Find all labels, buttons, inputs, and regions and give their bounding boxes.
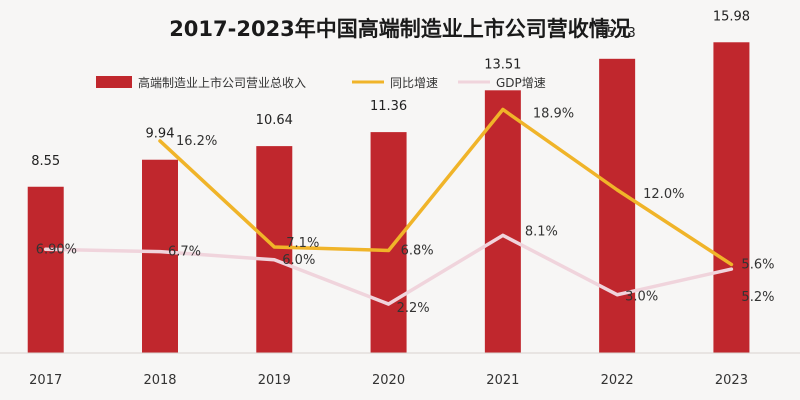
yoy-growth-label: 18.9% — [533, 106, 574, 121]
bar-2020 — [370, 132, 407, 353]
legend: 高端制造业上市公司营业总收入 同比增速 GDP增速 — [96, 75, 546, 90]
gdp-growth-label: 5.2% — [741, 290, 774, 305]
gdp-growth-label: 2.2% — [397, 301, 430, 316]
bar-2022 — [599, 58, 636, 354]
yoy-growth-label: 6.8% — [401, 243, 434, 258]
gdp-growth-label: 8.1% — [525, 224, 558, 239]
gdp-growth-line-point — [729, 267, 733, 271]
bar-2023 — [713, 42, 750, 354]
legend-bar-label: 高端制造业上市公司营业总收入 — [138, 75, 306, 90]
legend-bar-swatch — [96, 76, 132, 88]
bar-value-label: 13.51 — [484, 57, 521, 72]
yoy-growth-label: 16.2% — [176, 134, 217, 149]
gdp-growth-line-point — [158, 250, 162, 254]
gdp-growth-label: 6.0% — [282, 253, 315, 268]
bar-value-label: 9.94 — [146, 127, 175, 142]
bar-value-label: 11.36 — [370, 99, 407, 114]
bar-value-label: 15.13 — [599, 26, 636, 41]
gdp-growth-line-point — [501, 233, 505, 237]
yoy-growth-label: 12.0% — [643, 187, 684, 202]
gdp-growth-line-point — [615, 293, 619, 297]
x-tick-label: 2022 — [601, 373, 634, 388]
x-tick-label: 2017 — [29, 373, 62, 388]
x-tick-label: 2020 — [372, 373, 405, 388]
x-tick-label: 2018 — [143, 373, 176, 388]
yoy-growth-line-point — [729, 262, 733, 266]
bar-2018 — [142, 159, 178, 353]
yoy-growth-line-point — [387, 248, 391, 252]
yoy-growth-line-point — [158, 139, 162, 143]
gdp-growth-line-point — [44, 247, 48, 251]
bar-value-label: 15.98 — [713, 9, 750, 24]
yoy-growth-line-point — [615, 188, 619, 192]
gdp-growth-label: 6.90% — [36, 242, 77, 257]
yoy-growth-label: 7.1% — [286, 236, 319, 251]
x-tick-label: 2019 — [258, 373, 291, 388]
gdp-growth-line-point — [387, 302, 391, 306]
legend-yoy-label: 同比增速 — [390, 76, 438, 90]
gdp-growth-label: 3.0% — [625, 290, 658, 305]
bar-value-label: 8.55 — [31, 154, 60, 169]
yoy-growth-label: 5.6% — [741, 257, 774, 272]
bar-2019 — [256, 146, 293, 353]
gdp-growth-label: 6.7% — [168, 245, 201, 260]
yoy-growth-line — [158, 107, 734, 267]
legend-gdp-label: GDP增速 — [496, 76, 546, 90]
bar-2021 — [484, 90, 521, 354]
yoy-growth-line-point — [501, 107, 505, 111]
bar-value-label: 10.64 — [256, 113, 293, 128]
x-tick-label: 2021 — [486, 373, 519, 388]
x-tick-label: 2023 — [715, 373, 748, 388]
plot-area: 8.55 9.94 10.64 11.36 13.51 15.13 15.98 2017 201… — [0, 9, 800, 388]
yoy-growth-line-point — [272, 245, 276, 249]
gdp-growth-line-point — [272, 258, 276, 262]
chart-title: 2017-2023年中国高端制造业上市公司营收情况 — [169, 17, 631, 41]
bar-2017 — [27, 186, 64, 353]
